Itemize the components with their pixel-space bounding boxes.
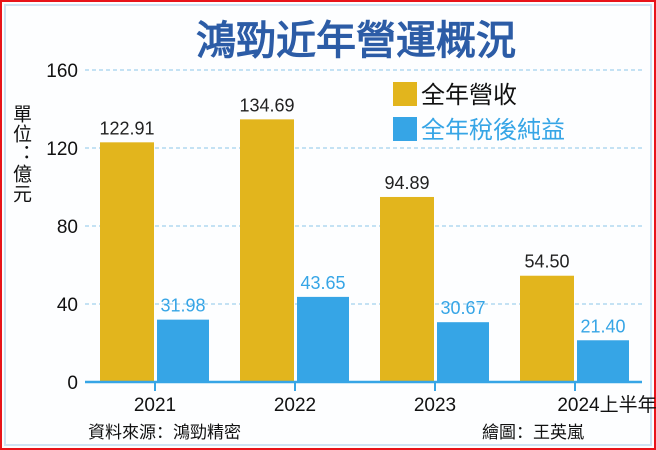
legend-label: 全年營收 <box>421 82 517 109</box>
bar-revenue <box>380 196 434 382</box>
data-label: 31.98 <box>160 296 205 316</box>
legend-label: 全年稅後純益 <box>421 117 565 144</box>
x-tick-label: 2023 <box>414 395 456 416</box>
x-tick-label: 2022 <box>274 395 316 416</box>
source-note: 資料來源：鴻勁精密 <box>88 423 241 442</box>
x-tick-label: 2024上半年 <box>557 394 656 416</box>
legend-swatch <box>393 82 417 106</box>
y-tick-label: 0 <box>67 373 78 394</box>
y-tick-label: 160 <box>46 61 78 82</box>
chart-title: 鴻勁近年營運概況 <box>196 19 516 63</box>
bar-revenue <box>100 142 154 382</box>
credit-note: 繪圖：王英嵐 <box>482 423 584 442</box>
bar-revenue <box>520 275 574 382</box>
data-label: 122.91 <box>99 118 154 138</box>
data-label: 94.89 <box>384 173 429 193</box>
y-tick-label: 80 <box>57 217 78 238</box>
data-label: 134.69 <box>239 95 294 115</box>
data-label: 30.67 <box>440 298 485 318</box>
bar-net-income <box>437 322 489 382</box>
y-tick-label: 120 <box>46 139 78 160</box>
y-axis-label: 單位：億元 <box>10 104 32 204</box>
inner-border <box>4 4 652 446</box>
bar-net-income <box>577 340 629 382</box>
legend-swatch <box>393 117 417 141</box>
bar-net-income <box>297 296 349 382</box>
data-label: 43.65 <box>300 273 345 293</box>
y-tick-label: 40 <box>57 295 78 316</box>
data-label: 54.50 <box>524 252 569 272</box>
bar-revenue <box>240 119 294 383</box>
bar-net-income <box>157 319 209 382</box>
data-label: 21.40 <box>580 316 625 336</box>
x-tick-label: 2021 <box>134 395 176 416</box>
